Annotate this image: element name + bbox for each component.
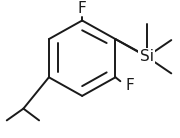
Text: F: F xyxy=(78,1,87,16)
Text: Si: Si xyxy=(140,49,154,64)
Text: F: F xyxy=(125,78,134,93)
